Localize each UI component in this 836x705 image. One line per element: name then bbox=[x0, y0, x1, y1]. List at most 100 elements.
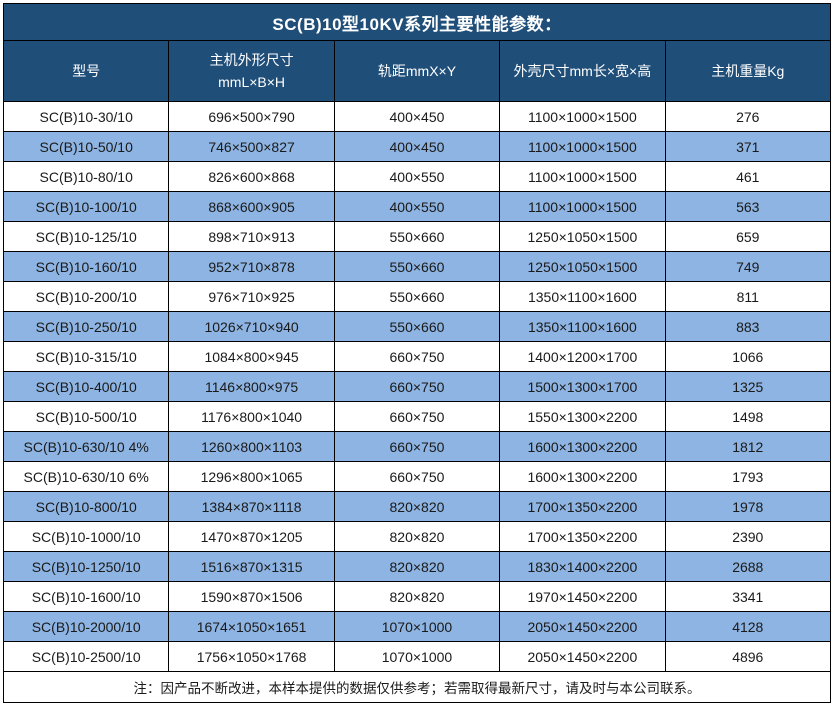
cell: 563 bbox=[664, 191, 832, 222]
cell: 2390 bbox=[664, 521, 832, 552]
cell: 2688 bbox=[664, 551, 832, 582]
cell: 1100×1000×1500 bbox=[499, 101, 666, 132]
cell: 276 bbox=[664, 101, 832, 132]
cell: 820×820 bbox=[333, 491, 501, 522]
cell: SC(B)10-630/10 4% bbox=[2, 431, 170, 462]
table-title: SC(B)10型10KV系列主要性能参数： bbox=[3, 3, 831, 40]
footer-note: 注：因产品不断改进，本样本提供的数据仅供参考；若需取得最新尺寸，请及时与本公司联… bbox=[3, 671, 831, 703]
header-main-dimensions: 主机外形尺寸 mmL×B×H bbox=[168, 40, 335, 102]
cell: 1100×1000×1500 bbox=[499, 131, 666, 162]
cell: 826×600×868 bbox=[168, 161, 335, 192]
cell: 749 bbox=[664, 251, 832, 282]
header-main-weight: 主机重量Kg bbox=[664, 40, 832, 102]
cell: 976×710×925 bbox=[168, 281, 335, 312]
cell: 1550×1300×2200 bbox=[499, 401, 666, 432]
cell: 660×750 bbox=[333, 401, 501, 432]
cell: 1590×870×1506 bbox=[168, 581, 335, 612]
cell: 1793 bbox=[664, 461, 832, 492]
cell: 400×450 bbox=[333, 101, 501, 132]
cell: 400×450 bbox=[333, 131, 501, 162]
cell: 660×750 bbox=[333, 461, 501, 492]
cell: SC(B)10-1000/10 bbox=[2, 521, 170, 552]
table-row: SC(B)10-630/10 4% 1260×800×1103 660×750 160… bbox=[2, 431, 832, 462]
spec-table: 型号 主机外形尺寸 mmL×B×H 轨距mmX×Y 外壳尺寸mm长×宽×高 主机… bbox=[2, 40, 832, 703]
cell: 550×660 bbox=[333, 221, 501, 252]
table-row: SC(B)10-1250/10 1516×870×1315 820×820 1830×… bbox=[2, 551, 832, 582]
cell: 1674×1050×1651 bbox=[168, 611, 335, 642]
cell: 4128 bbox=[664, 611, 832, 642]
cell: 3341 bbox=[664, 581, 832, 612]
cell: SC(B)10-125/10 bbox=[2, 221, 170, 252]
cell: 746×500×827 bbox=[168, 131, 335, 162]
cell: 696×500×790 bbox=[168, 101, 335, 132]
table-row: SC(B)10-315/10 1084×800×945 660×750 1400×12… bbox=[2, 341, 832, 372]
header-rail-gauge: 轨距mmX×Y bbox=[333, 40, 501, 102]
table-row: SC(B)10-1000/10 1470×870×1205 820×820 1700×… bbox=[2, 521, 832, 552]
cell: 461 bbox=[664, 161, 832, 192]
cell: 1066 bbox=[664, 341, 832, 372]
cell: 1600×1300×2200 bbox=[499, 431, 666, 462]
cell: 898×710×913 bbox=[168, 221, 335, 252]
cell: 1970×1450×2200 bbox=[499, 581, 666, 612]
cell: 2050×1450×2200 bbox=[499, 611, 666, 642]
cell: 1296×800×1065 bbox=[168, 461, 335, 492]
table-row: SC(B)10-1600/10 1590×870×1506 820×820 1970×… bbox=[2, 581, 832, 612]
table-row: SC(B)10-50/10 746×500×827 400×450 1100×1000… bbox=[2, 131, 832, 162]
cell: SC(B)10-800/10 bbox=[2, 491, 170, 522]
table-row: SC(B)10-125/10 898×710×913 550×660 1250×105… bbox=[2, 221, 832, 252]
cell: 1500×1300×1700 bbox=[499, 371, 666, 402]
cell: 952×710×878 bbox=[168, 251, 335, 282]
table-row: SC(B)10-630/10 6% 1296×800×1065 660×750 160… bbox=[2, 461, 832, 492]
table-footer: 注：因产品不断改进，本样本提供的数据仅供参考；若需取得最新尺寸，请及时与本公司联… bbox=[3, 671, 831, 703]
cell: 550×660 bbox=[333, 311, 501, 342]
cell: 811 bbox=[664, 281, 832, 312]
header-row: 型号 主机外形尺寸 mmL×B×H 轨距mmX×Y 外壳尺寸mm长×宽×高 主机… bbox=[2, 40, 832, 102]
cell: 659 bbox=[664, 221, 832, 252]
cell: 550×660 bbox=[333, 251, 501, 282]
table-header: 型号 主机外形尺寸 mmL×B×H 轨距mmX×Y 外壳尺寸mm长×宽×高 主机… bbox=[2, 40, 832, 102]
cell: 1084×800×945 bbox=[168, 341, 335, 372]
cell: SC(B)10-500/10 bbox=[2, 401, 170, 432]
cell: 1400×1200×1700 bbox=[499, 341, 666, 372]
table-row: SC(B)10-400/10 1146×800×975 660×750 1500×13… bbox=[2, 371, 832, 402]
cell: 550×660 bbox=[333, 281, 501, 312]
header-model: 型号 bbox=[2, 40, 170, 102]
table-row: SC(B)10-30/10 696×500×790 400×450 1100×1000… bbox=[2, 101, 832, 132]
table-body: SC(B)10-30/10 696×500×790 400×450 1100×1000… bbox=[2, 101, 832, 672]
table-row: SC(B)10-2000/10 1674×1050×1651 1070×1000 20… bbox=[2, 611, 832, 642]
cell: 1070×1000 bbox=[333, 611, 501, 642]
cell: 1600×1300×2200 bbox=[499, 461, 666, 492]
cell: 371 bbox=[664, 131, 832, 162]
table-row: SC(B)10-2500/10 1756×1050×1768 1070×1000 20… bbox=[2, 641, 832, 672]
table-row: SC(B)10-100/10 868×600×905 400×550 1100×100… bbox=[2, 191, 832, 222]
cell: 1470×870×1205 bbox=[168, 521, 335, 552]
cell: 1498 bbox=[664, 401, 832, 432]
cell: 1026×710×940 bbox=[168, 311, 335, 342]
table-row: SC(B)10-500/10 1176×800×1040 660×750 1550×1… bbox=[2, 401, 832, 432]
cell: SC(B)10-50/10 bbox=[2, 131, 170, 162]
header-enclosure-size: 外壳尺寸mm长×宽×高 bbox=[499, 40, 666, 102]
table-row: SC(B)10-80/10 826×600×868 400×550 1100×1000… bbox=[2, 161, 832, 192]
cell: 2050×1450×2200 bbox=[499, 641, 666, 672]
cell: 1260×800×1103 bbox=[168, 431, 335, 462]
cell: 1700×1350×2200 bbox=[499, 521, 666, 552]
cell: SC(B)10-2500/10 bbox=[2, 641, 170, 672]
cell: SC(B)10-1600/10 bbox=[2, 581, 170, 612]
cell: SC(B)10-1250/10 bbox=[2, 551, 170, 582]
table-row: SC(B)10-160/10 952×710×878 550×660 1250×105… bbox=[2, 251, 832, 282]
cell: 1700×1350×2200 bbox=[499, 491, 666, 522]
cell: 1100×1000×1500 bbox=[499, 161, 666, 192]
cell: 1100×1000×1500 bbox=[499, 191, 666, 222]
cell: 1250×1050×1500 bbox=[499, 251, 666, 282]
cell: 1350×1100×1600 bbox=[499, 281, 666, 312]
cell: 1176×800×1040 bbox=[168, 401, 335, 432]
table-row: SC(B)10-200/10 976×710×925 550×660 1350×110… bbox=[2, 281, 832, 312]
cell: SC(B)10-630/10 6% bbox=[2, 461, 170, 492]
cell: 1325 bbox=[664, 371, 832, 402]
cell: 1830×1400×2200 bbox=[499, 551, 666, 582]
cell: SC(B)10-100/10 bbox=[2, 191, 170, 222]
cell: SC(B)10-80/10 bbox=[2, 161, 170, 192]
cell: SC(B)10-315/10 bbox=[2, 341, 170, 372]
cell: 660×750 bbox=[333, 341, 501, 372]
cell: SC(B)10-2000/10 bbox=[2, 611, 170, 642]
